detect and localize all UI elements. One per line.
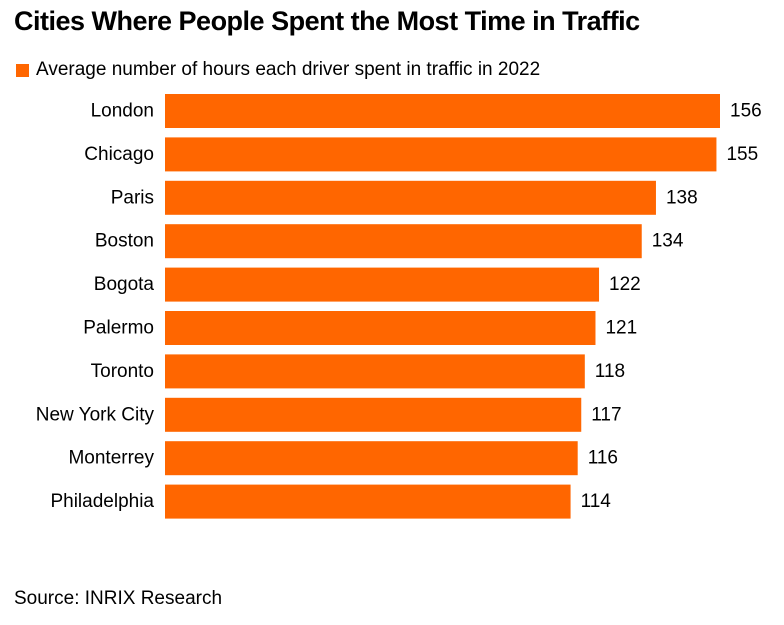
value-label: 156 — [730, 101, 762, 122]
category-label: Boston — [95, 231, 154, 252]
value-label: 116 — [588, 448, 618, 469]
chart-title: Cities Where People Spent the Most Time … — [14, 6, 640, 36]
bar — [165, 137, 717, 172]
category-label: New York City — [36, 404, 155, 425]
category-label: London — [91, 101, 154, 122]
category-label: Philadelphia — [50, 491, 154, 512]
category-label: Chicago — [84, 144, 154, 165]
bar-chart: London 156 Chicago 155 Paris 138 Boston 134 Bogo… — [36, 94, 762, 519]
value-label: 122 — [609, 274, 641, 295]
bar — [165, 224, 642, 259]
value-label: 155 — [726, 144, 758, 165]
value-label: 121 — [605, 318, 637, 339]
category-label: Toronto — [91, 361, 154, 382]
value-label: 138 — [666, 187, 698, 208]
bar — [165, 484, 571, 519]
bar — [165, 354, 585, 389]
legend-label: Average number of hours each driver spen… — [36, 59, 541, 80]
bar — [165, 441, 578, 476]
bar — [165, 267, 600, 302]
category-label: Palermo — [83, 318, 154, 339]
legend: Average number of hours each driver spen… — [16, 59, 540, 81]
category-label: Monterrey — [68, 448, 154, 469]
value-label: 118 — [595, 361, 625, 382]
bar — [165, 94, 720, 128]
category-label: Bogota — [94, 274, 155, 295]
bar — [165, 180, 656, 215]
legend-swatch — [16, 63, 29, 77]
value-label: 114 — [581, 491, 612, 512]
source-note: Source: INRIX Research — [14, 588, 223, 609]
value-label: 134 — [652, 231, 684, 252]
bar — [165, 311, 596, 345]
bar — [165, 397, 582, 432]
value-label: 117 — [591, 404, 621, 425]
category-label: Paris — [111, 187, 154, 208]
